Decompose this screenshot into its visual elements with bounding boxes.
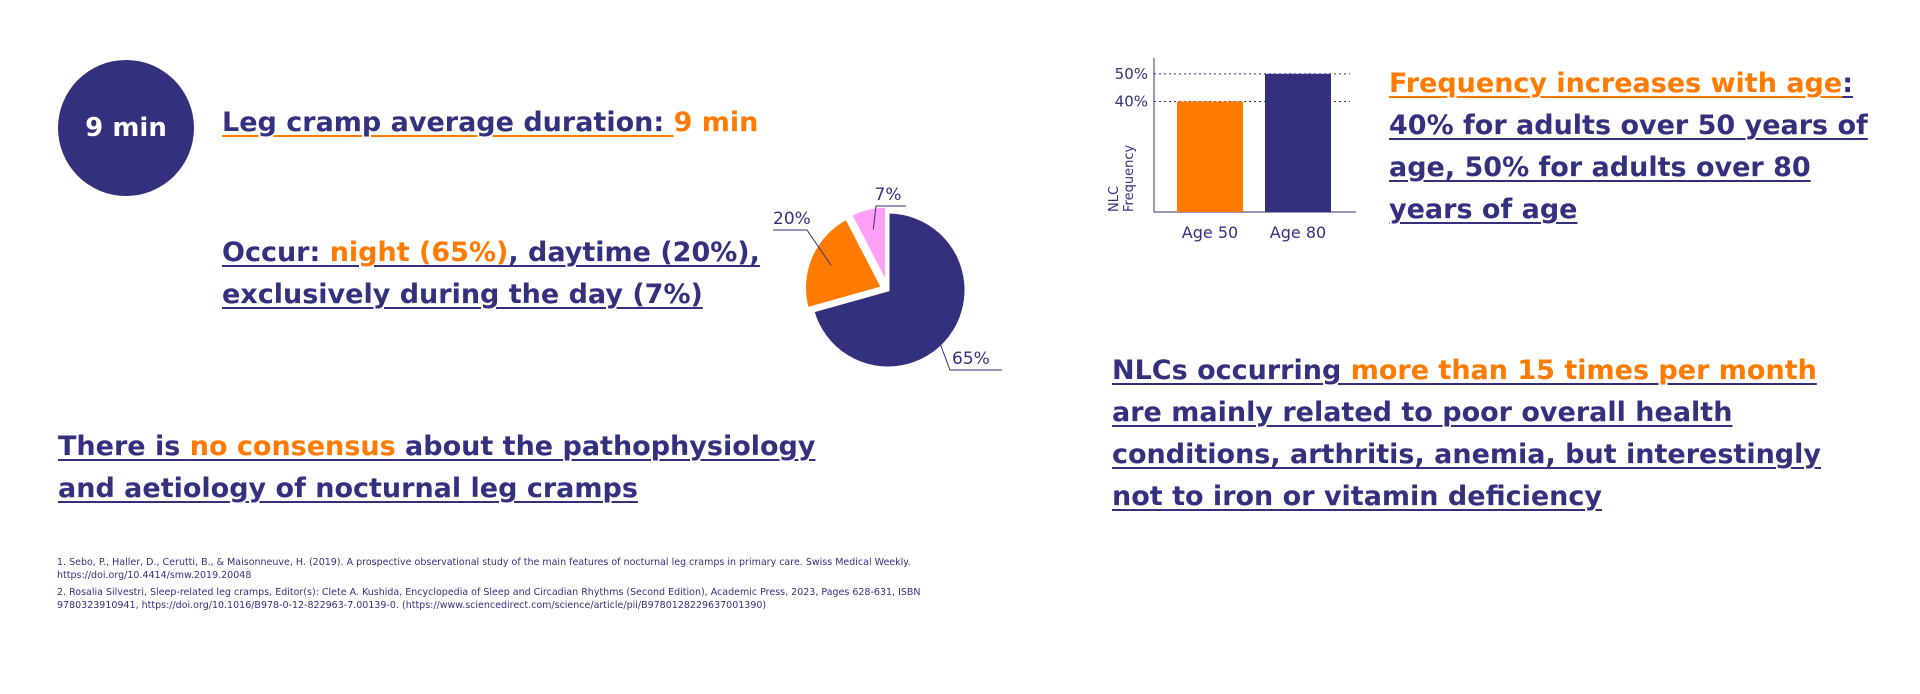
occur-rest: , daytime (20%), exclusively during the … <box>222 237 760 310</box>
pie-slice-label: 20% <box>773 209 811 229</box>
time-of-day-pie-chart: 65% 20% 7% <box>773 185 1002 371</box>
bar-category-label: Age 50 <box>1182 223 1238 242</box>
badge-text: 9 min <box>85 113 167 143</box>
pie-leader-line <box>932 323 1002 371</box>
reference-1: 1. Sebo, P., Haller, D., Cerutti, B., & … <box>57 557 911 581</box>
frequency-highlight: Frequency increases with age <box>1389 68 1843 99</box>
reference-2: 2. Rosalia Silvestri, Sleep-related leg … <box>57 587 921 611</box>
duration-value: 9 min <box>673 107 759 138</box>
duration-badge: 9 min <box>58 60 194 196</box>
nlc-part1: NLCs occurring <box>1112 355 1351 386</box>
nlc-statement: NLCs occurring more than 15 times per mo… <box>1112 350 1872 518</box>
references: 1. Sebo, P., Haller, D., Cerutti, B., & … <box>57 556 987 616</box>
pie-slice <box>811 210 968 370</box>
duration-statement: Leg cramp average duration: 9 min <box>222 102 758 144</box>
occur-prefix: Occur: <box>222 237 330 268</box>
consensus-part2: about the pathophysiology and aetiology … <box>58 431 816 504</box>
pie-slice-label: 65% <box>952 349 990 369</box>
bar <box>1265 73 1331 213</box>
consensus-highlight: no consensus <box>189 431 396 462</box>
frequency-rest: : 40% for adults over 50 years of age, 5… <box>1389 68 1868 225</box>
pie-leader-line <box>872 205 906 230</box>
bar-ytick-label: 50% <box>1115 65 1148 83</box>
occurrence-statement: Occur: night (65%), daytime (20%), exclu… <box>222 232 782 316</box>
consensus-statement: There is no consensus about the pathophy… <box>58 426 818 510</box>
age-frequency-bar-chart: 40% 50% Age 50 Age 80 NLCFrequency <box>1107 58 1356 242</box>
occur-night: night (65%) <box>329 237 509 268</box>
pie-slice-label: 7% <box>875 185 902 205</box>
frequency-statement: Frequency increases with age: 40% for ad… <box>1389 63 1889 231</box>
bar <box>1177 101 1243 212</box>
bar-category-label: Age 80 <box>1270 223 1326 242</box>
nlc-part2: are mainly related to poor overall healt… <box>1112 397 1821 512</box>
nlc-highlight: more than 15 times per month <box>1350 355 1817 386</box>
pie-leader-line <box>773 229 832 266</box>
bar-ytick-label: 40% <box>1115 92 1148 110</box>
duration-label: Leg cramp average duration: <box>222 107 674 138</box>
consensus-part1: There is <box>58 431 190 462</box>
pie-slice <box>802 216 885 311</box>
bar-ylabel: NLCFrequency <box>1107 145 1137 212</box>
